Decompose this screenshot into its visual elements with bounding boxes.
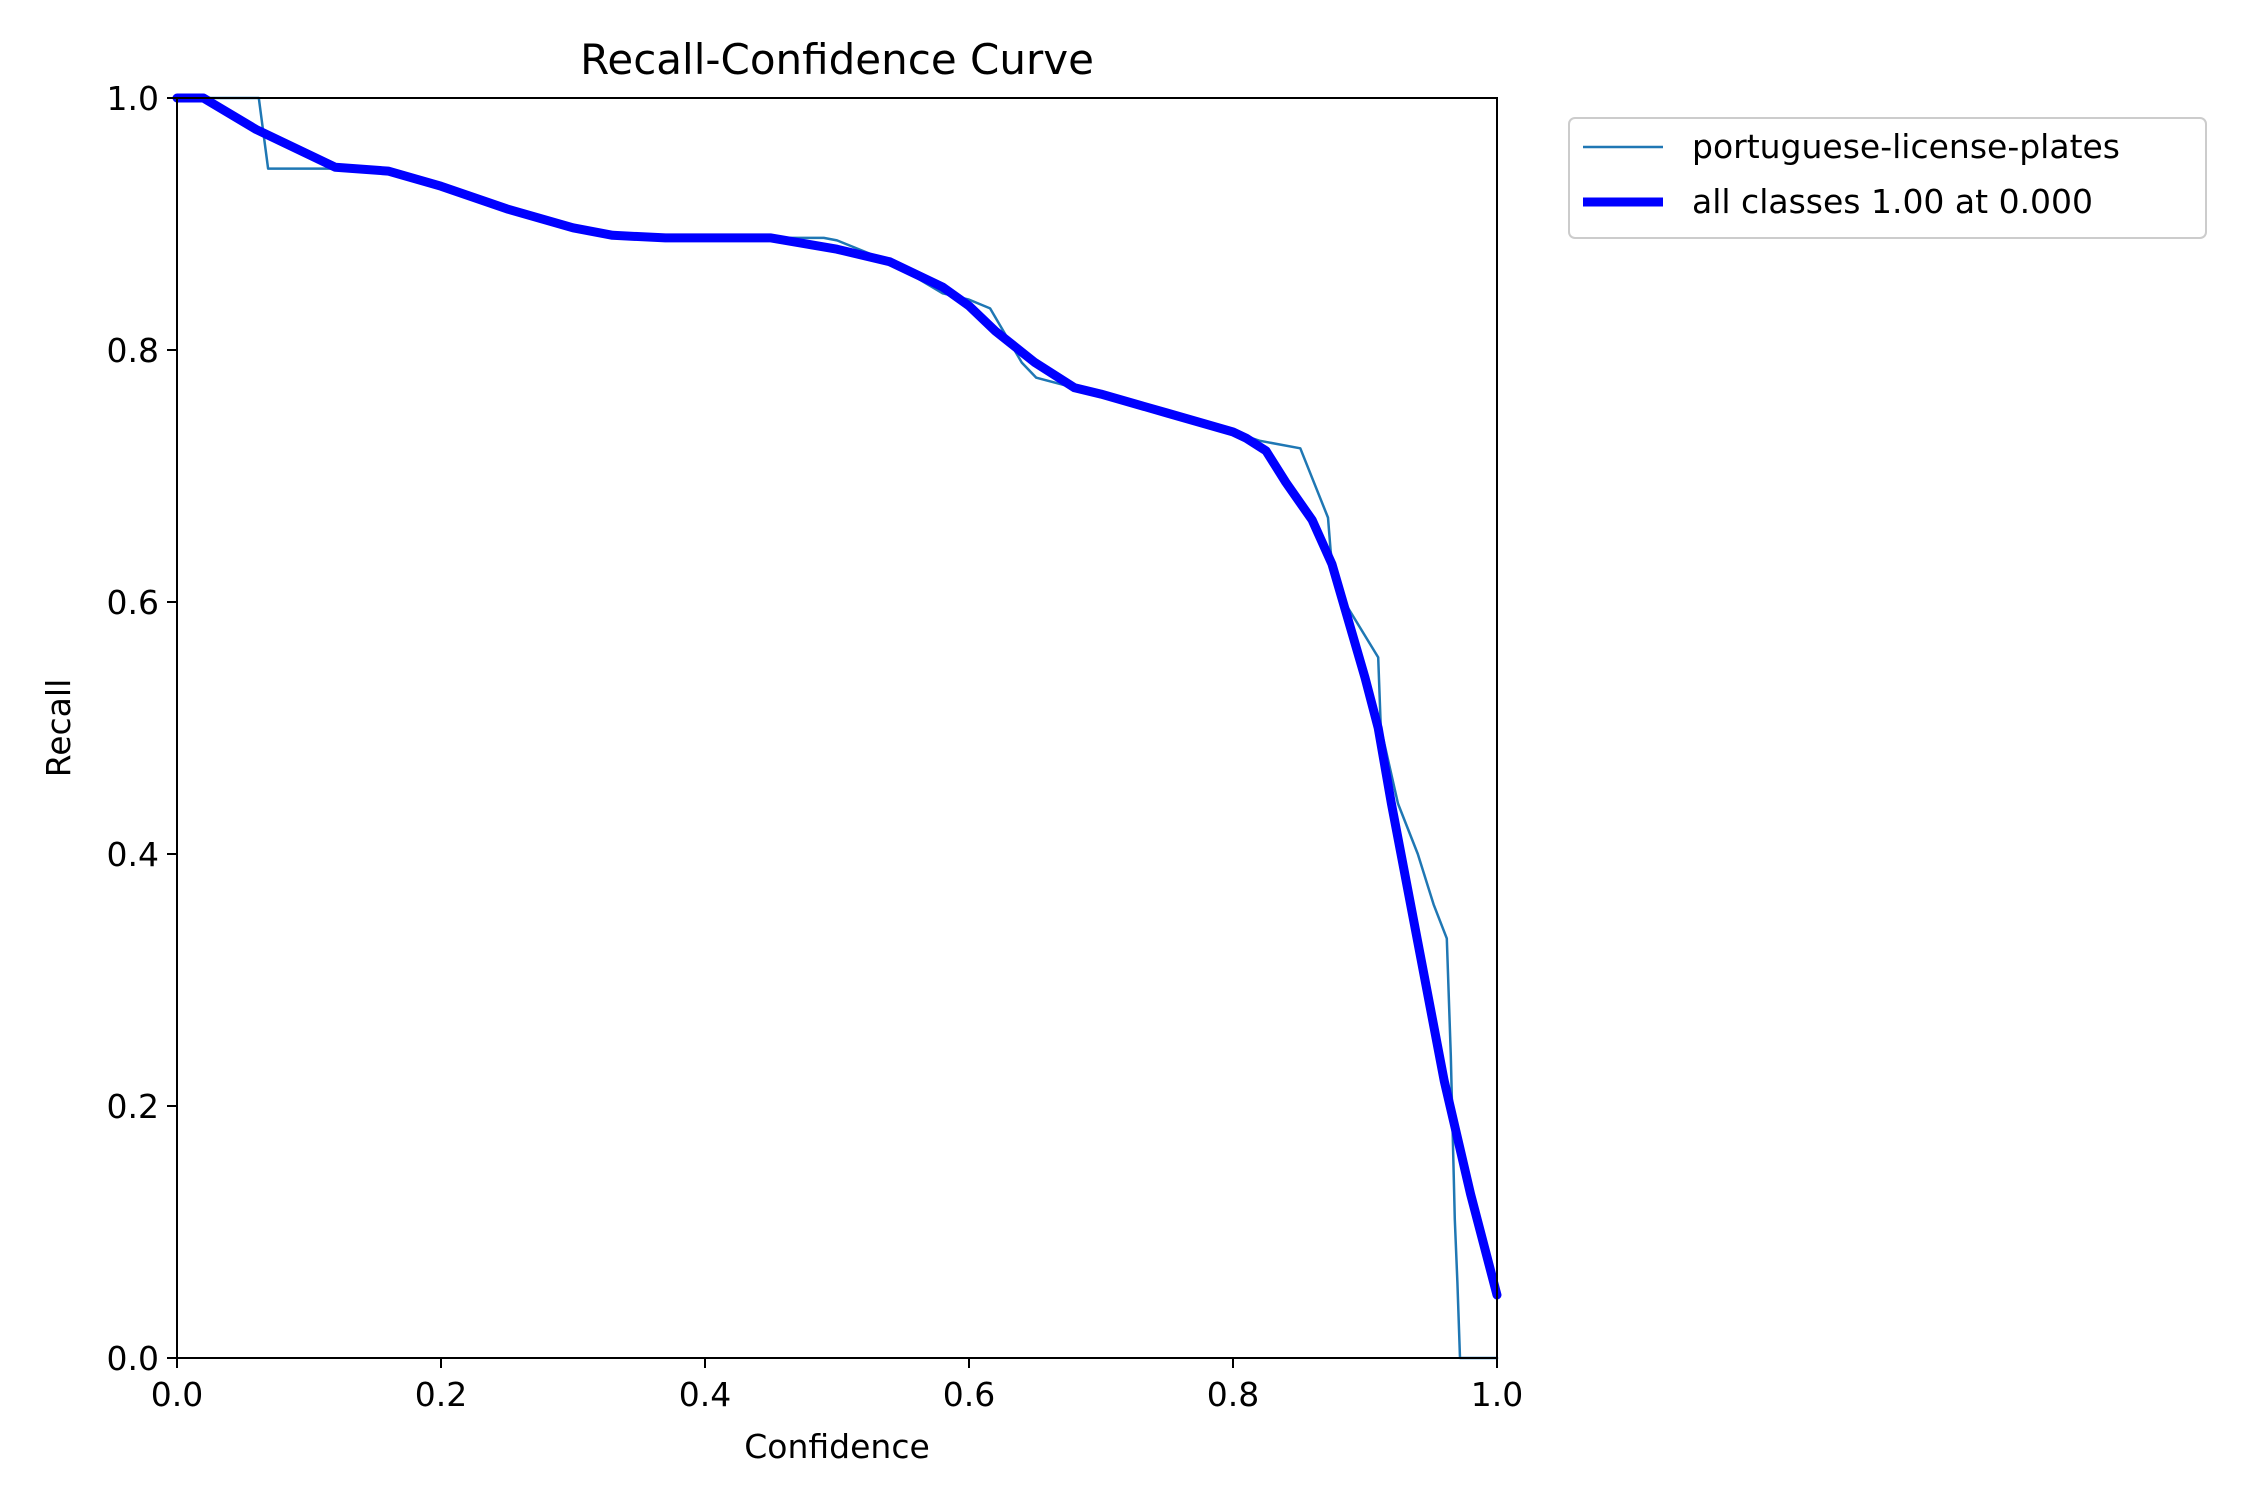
- plot-frame: [176, 97, 1498, 1359]
- y-tick-label: 0.0: [107, 1339, 159, 1378]
- y-tick-label: 0.4: [107, 835, 159, 874]
- chart-title: Recall-Confidence Curve: [580, 35, 1094, 84]
- y-tick-label: 0.8: [107, 331, 159, 370]
- x-tick-label: 1.0: [1471, 1375, 1523, 1414]
- series-line-all-classes: [172, 93, 1502, 1300]
- y-tick-label: 1.0: [107, 79, 159, 118]
- x-axis-ticks: 0.0 0.2 0.4 0.6 0.8 1.0: [151, 1358, 1523, 1414]
- x-axis-label: Confidence: [744, 1427, 930, 1466]
- y-axis-ticks: 0.0 0.2 0.4 0.6 0.8 1.0: [107, 79, 177, 1378]
- legend: portuguese-license-plates all classes 1.…: [1568, 117, 2207, 239]
- x-tick-label: 0.2: [415, 1375, 467, 1414]
- y-tick-label: 0.2: [107, 1087, 159, 1126]
- x-tick-label: 0.4: [679, 1375, 731, 1414]
- legend-label-portuguese-license-plates: portuguese-license-plates: [1692, 127, 2120, 166]
- y-tick-label: 0.6: [107, 583, 159, 622]
- legend-label-all-classes: all classes 1.00 at 0.000: [1692, 182, 2093, 221]
- x-tick-label: 0.8: [1207, 1375, 1259, 1414]
- x-tick-label: 0.6: [943, 1375, 995, 1414]
- legend-box: [1568, 117, 2207, 239]
- y-axis-label: Recall: [39, 679, 78, 777]
- x-tick-label: 0.0: [151, 1375, 203, 1414]
- series-layer: [172, 93, 1502, 1360]
